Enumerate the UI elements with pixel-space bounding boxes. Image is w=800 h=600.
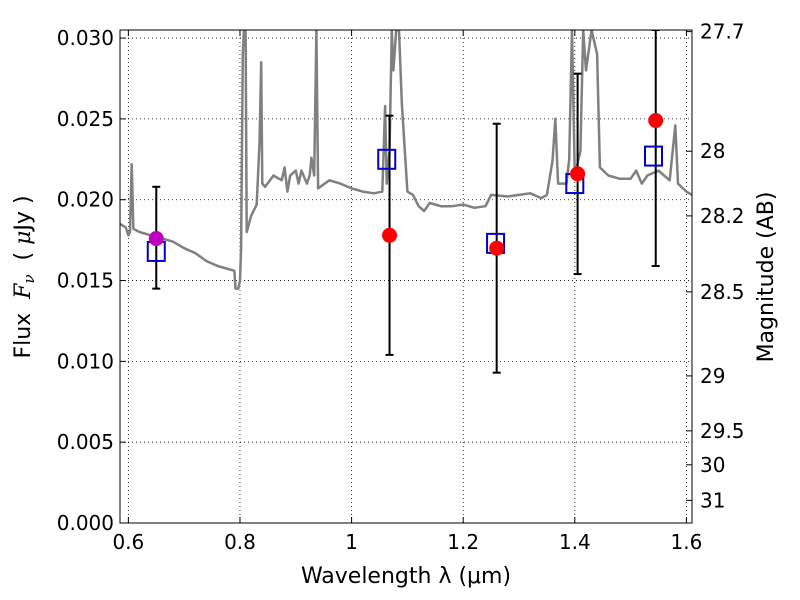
right-tick-label: 29.5 <box>700 419 745 443</box>
x-tick-label: 1.4 <box>559 530 591 554</box>
y-tick-label: 0.030 <box>57 26 114 50</box>
observed-flux-point <box>570 166 586 182</box>
x-ticks: 0.6 0.8 1 1.2 1.4 1.6 <box>112 30 702 554</box>
y-tick-label: 0.000 <box>57 511 114 535</box>
model-photometry-square <box>377 148 397 170</box>
observed-flux-point <box>489 240 505 256</box>
plot-frame <box>119 29 693 524</box>
right-ticks: 27.7 28 28.2 28.5 29 29.5 30 31 <box>686 20 745 512</box>
right-tick-label: 29 <box>700 364 725 388</box>
right-tick-label: 28 <box>700 139 725 163</box>
y-tick-label: 0.005 <box>57 430 114 454</box>
x-tick-label: 1.6 <box>671 530 703 554</box>
y-ticks: 0.000 0.005 0.010 0.015 0.020 0.025 0.030 <box>57 26 126 535</box>
errorbar-layer <box>152 30 660 374</box>
observed-flux-point <box>648 113 664 129</box>
observed-flux-point <box>148 231 164 247</box>
model-spectrum-line <box>120 30 692 290</box>
y-tick-label: 0.010 <box>57 349 114 373</box>
right-tick-label: 28.5 <box>700 280 745 304</box>
y-axis-label: Flux Fν ( μJy ) <box>11 195 38 358</box>
right-tick-label: 31 <box>700 488 725 512</box>
right-tick-label: 30 <box>700 453 725 477</box>
right-tick-label: 27.7 <box>700 20 745 44</box>
right-axis-label: Magnitude (AB) <box>754 192 779 363</box>
model-photometry-square <box>643 145 663 167</box>
x-tick-label: 0.6 <box>112 530 144 554</box>
y-tick-label: 0.015 <box>57 269 114 293</box>
y-tick-label: 0.025 <box>57 107 114 131</box>
x-axis-label: Wavelength λ (μm) <box>301 564 511 589</box>
right-tick-label: 28.2 <box>700 204 745 228</box>
y-tick-label: 0.020 <box>57 188 114 212</box>
x-tick-label: 1.2 <box>447 530 479 554</box>
x-tick-label: 0.8 <box>224 530 256 554</box>
observed-marker-layer <box>148 113 664 256</box>
observed-flux-point <box>382 227 398 243</box>
grid-lines <box>120 30 692 524</box>
spectrum-layer <box>120 30 692 290</box>
x-tick-label: 1 <box>345 530 358 554</box>
